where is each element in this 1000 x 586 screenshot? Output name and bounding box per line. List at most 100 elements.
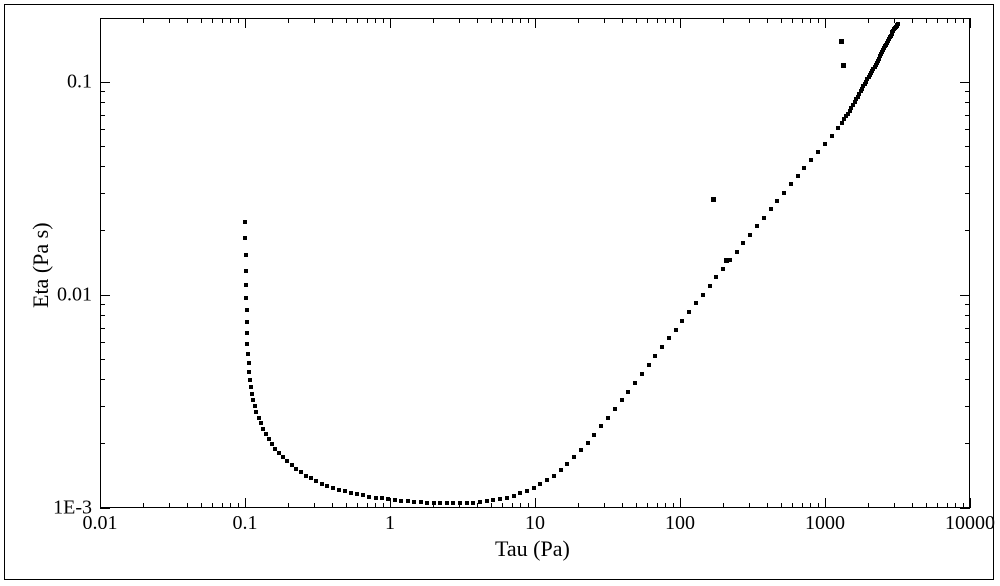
x-minor-tick bbox=[187, 503, 188, 508]
x-minor-tick bbox=[937, 18, 938, 23]
x-minor-tick bbox=[383, 18, 384, 23]
x-minor-tick bbox=[894, 503, 895, 508]
x-minor-tick bbox=[332, 18, 333, 23]
data-point bbox=[559, 468, 563, 472]
data-point bbox=[259, 421, 263, 425]
x-major-tick bbox=[970, 498, 971, 508]
x-minor-tick bbox=[357, 503, 358, 508]
x-minor-tick bbox=[802, 18, 803, 23]
y-minor-tick bbox=[965, 359, 970, 360]
x-tick-label: 1 bbox=[385, 512, 395, 535]
data-point bbox=[802, 166, 806, 170]
y-tick-label: 0.1 bbox=[67, 71, 92, 94]
x-major-tick bbox=[680, 18, 681, 28]
data-point bbox=[355, 492, 359, 496]
x-minor-tick bbox=[767, 18, 768, 23]
data-point bbox=[839, 39, 844, 44]
data-point bbox=[244, 253, 248, 257]
data-point bbox=[748, 233, 752, 237]
data-point bbox=[246, 352, 250, 356]
data-point bbox=[244, 269, 248, 273]
x-minor-tick bbox=[810, 503, 811, 508]
data-point bbox=[525, 489, 529, 493]
x-minor-tick bbox=[201, 18, 202, 23]
data-point bbox=[606, 416, 610, 420]
x-minor-tick bbox=[346, 503, 347, 508]
data-point bbox=[380, 496, 384, 500]
data-point bbox=[471, 501, 475, 505]
data-point bbox=[823, 142, 827, 146]
x-minor-tick bbox=[491, 503, 492, 508]
data-point bbox=[393, 498, 397, 502]
x-minor-tick bbox=[802, 503, 803, 508]
data-point bbox=[633, 381, 637, 385]
x-minor-tick bbox=[818, 503, 819, 508]
data-point bbox=[674, 328, 678, 332]
data-point bbox=[640, 372, 644, 376]
data-point bbox=[304, 474, 308, 478]
x-minor-tick bbox=[383, 503, 384, 508]
x-minor-tick bbox=[512, 503, 513, 508]
x-minor-tick bbox=[512, 18, 513, 23]
x-minor-tick bbox=[520, 18, 521, 23]
data-point bbox=[592, 433, 596, 437]
y-minor-tick bbox=[965, 328, 970, 329]
data-point bbox=[620, 398, 624, 402]
data-point bbox=[694, 301, 698, 305]
data-point bbox=[653, 354, 657, 358]
x-major-tick bbox=[100, 498, 101, 508]
data-point bbox=[419, 500, 423, 504]
x-minor-tick bbox=[459, 18, 460, 23]
x-major-tick bbox=[535, 18, 536, 28]
x-minor-tick bbox=[792, 503, 793, 508]
data-point bbox=[337, 488, 341, 492]
data-point bbox=[485, 499, 489, 503]
y-minor-tick bbox=[100, 193, 105, 194]
data-point bbox=[367, 495, 371, 499]
x-minor-tick bbox=[491, 18, 492, 23]
x-minor-tick bbox=[520, 503, 521, 508]
x-minor-tick bbox=[723, 18, 724, 23]
x-minor-tick bbox=[375, 18, 376, 23]
x-minor-tick bbox=[288, 18, 289, 23]
x-minor-tick bbox=[657, 503, 658, 508]
y-minor-tick bbox=[100, 359, 105, 360]
data-point bbox=[361, 493, 365, 497]
data-point bbox=[836, 126, 840, 130]
x-minor-tick bbox=[723, 503, 724, 508]
y-minor-tick bbox=[965, 91, 970, 92]
data-point bbox=[579, 448, 583, 452]
y-minor-tick bbox=[100, 443, 105, 444]
data-point bbox=[248, 378, 252, 382]
data-point bbox=[264, 432, 268, 436]
data-point bbox=[406, 499, 410, 503]
y-minor-tick bbox=[965, 115, 970, 116]
data-point bbox=[320, 482, 324, 486]
data-point bbox=[243, 220, 247, 224]
x-minor-tick bbox=[433, 18, 434, 23]
x-minor-tick bbox=[818, 18, 819, 23]
y-minor-tick bbox=[965, 193, 970, 194]
x-tick-label: 10000 bbox=[945, 512, 995, 535]
data-point bbox=[721, 267, 725, 271]
data-point bbox=[711, 197, 716, 202]
data-point bbox=[840, 121, 844, 125]
x-minor-tick bbox=[647, 503, 648, 508]
x-minor-tick bbox=[502, 503, 503, 508]
y-major-tick bbox=[100, 295, 110, 296]
data-point bbox=[249, 385, 253, 389]
x-minor-tick bbox=[665, 18, 666, 23]
x-minor-tick bbox=[868, 18, 869, 23]
data-point bbox=[294, 467, 298, 471]
y-minor-tick bbox=[100, 129, 105, 130]
y-major-tick bbox=[960, 508, 970, 509]
data-point bbox=[349, 491, 353, 495]
x-minor-tick bbox=[657, 18, 658, 23]
data-point bbox=[498, 497, 502, 501]
data-point bbox=[451, 501, 455, 505]
x-minor-tick bbox=[332, 503, 333, 508]
x-minor-tick bbox=[781, 503, 782, 508]
data-point bbox=[708, 284, 712, 288]
x-minor-tick bbox=[926, 503, 927, 508]
x-minor-tick bbox=[238, 18, 239, 23]
